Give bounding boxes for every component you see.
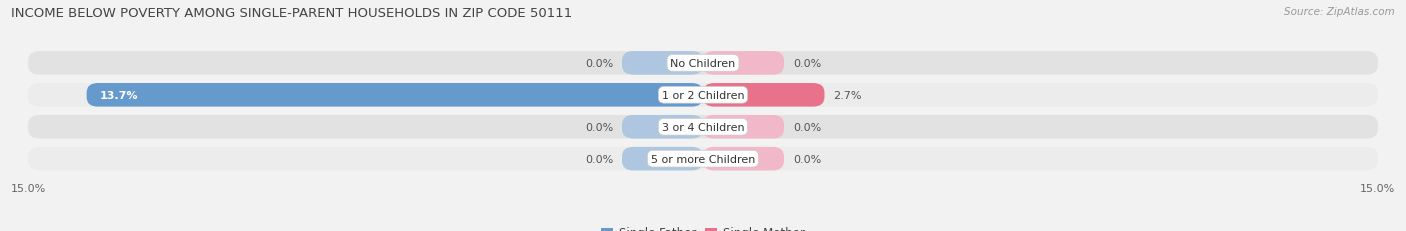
- FancyBboxPatch shape: [703, 116, 785, 139]
- Text: 0.0%: 0.0%: [585, 154, 613, 164]
- Text: 13.7%: 13.7%: [100, 90, 139, 100]
- Text: No Children: No Children: [671, 59, 735, 69]
- FancyBboxPatch shape: [28, 52, 1378, 75]
- FancyBboxPatch shape: [87, 84, 703, 107]
- FancyBboxPatch shape: [28, 147, 1378, 171]
- Text: 0.0%: 0.0%: [793, 154, 821, 164]
- FancyBboxPatch shape: [28, 116, 1378, 139]
- FancyBboxPatch shape: [703, 84, 824, 107]
- Text: 0.0%: 0.0%: [585, 122, 613, 132]
- Text: 0.0%: 0.0%: [793, 122, 821, 132]
- FancyBboxPatch shape: [28, 84, 1378, 107]
- FancyBboxPatch shape: [703, 52, 785, 75]
- FancyBboxPatch shape: [621, 147, 703, 171]
- Text: 0.0%: 0.0%: [793, 59, 821, 69]
- Text: Source: ZipAtlas.com: Source: ZipAtlas.com: [1284, 7, 1395, 17]
- Text: 3 or 4 Children: 3 or 4 Children: [662, 122, 744, 132]
- Legend: Single Father, Single Mother: Single Father, Single Mother: [596, 222, 810, 231]
- Text: 1 or 2 Children: 1 or 2 Children: [662, 90, 744, 100]
- Text: 5 or more Children: 5 or more Children: [651, 154, 755, 164]
- FancyBboxPatch shape: [621, 116, 703, 139]
- Text: INCOME BELOW POVERTY AMONG SINGLE-PARENT HOUSEHOLDS IN ZIP CODE 50111: INCOME BELOW POVERTY AMONG SINGLE-PARENT…: [11, 7, 572, 20]
- FancyBboxPatch shape: [703, 147, 785, 171]
- Text: 0.0%: 0.0%: [585, 59, 613, 69]
- FancyBboxPatch shape: [621, 52, 703, 75]
- Text: 2.7%: 2.7%: [834, 90, 862, 100]
